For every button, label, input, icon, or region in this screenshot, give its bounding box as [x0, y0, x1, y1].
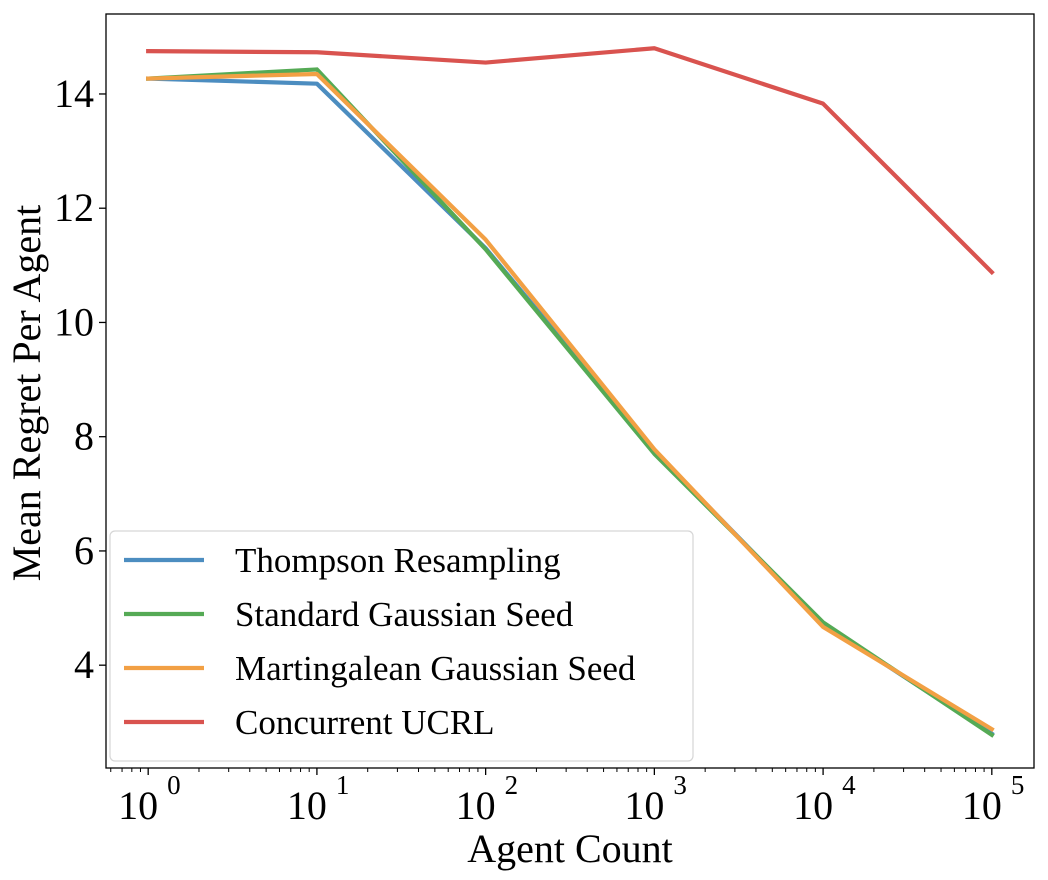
x-tick-exponent: 5: [1011, 770, 1024, 800]
x-tick-label: 10: [793, 783, 833, 828]
x-tick-label: 10: [456, 783, 496, 828]
y-tick-label: 6: [74, 528, 94, 573]
x-tick-exponent: 4: [842, 770, 856, 800]
legend: Thompson Resampling Standard Gaussian See…: [109, 530, 694, 762]
y-tick-label: 12: [54, 185, 94, 230]
series-line-2: [145, 67, 995, 738]
legend-label-2: Standard Gaussian Seed: [235, 595, 574, 634]
y-tick-label: 14: [54, 71, 94, 116]
legend-label-4: Concurrent UCRL: [235, 703, 495, 742]
axes-layer: 10 0 10 1 10 2 10 3 10 4 10 5 4 6 8 10 12 14: [54, 13, 1035, 828]
y-tick-label: 8: [74, 414, 94, 459]
x-tick-exponent: 1: [336, 770, 350, 800]
y-tick-label: 4: [74, 642, 94, 687]
x-axis-title: Agent Count: [467, 826, 673, 871]
legend-box: [109, 530, 694, 762]
y-axis-title: Mean Regret Per Agent: [4, 205, 49, 582]
x-tick-label: 10: [287, 783, 327, 828]
series-layer: [145, 46, 995, 738]
series-line-4: [146, 46, 995, 276]
x-tick-exponent: 3: [673, 770, 687, 800]
legend-label-1: Thompson Resampling: [235, 541, 561, 580]
series-line-3: [146, 71, 995, 733]
x-tick-label: 10: [118, 783, 158, 828]
x-tick-exponent: 0: [167, 770, 181, 800]
x-tick-label: 10: [962, 783, 1002, 828]
y-tick-label: 10: [54, 299, 94, 344]
plot-frame: [105, 13, 1035, 769]
x-tick-exponent: 2: [505, 770, 519, 800]
legend-label-3: Martingalean Gaussian Seed: [235, 649, 636, 688]
x-tick-label: 10: [624, 783, 664, 828]
